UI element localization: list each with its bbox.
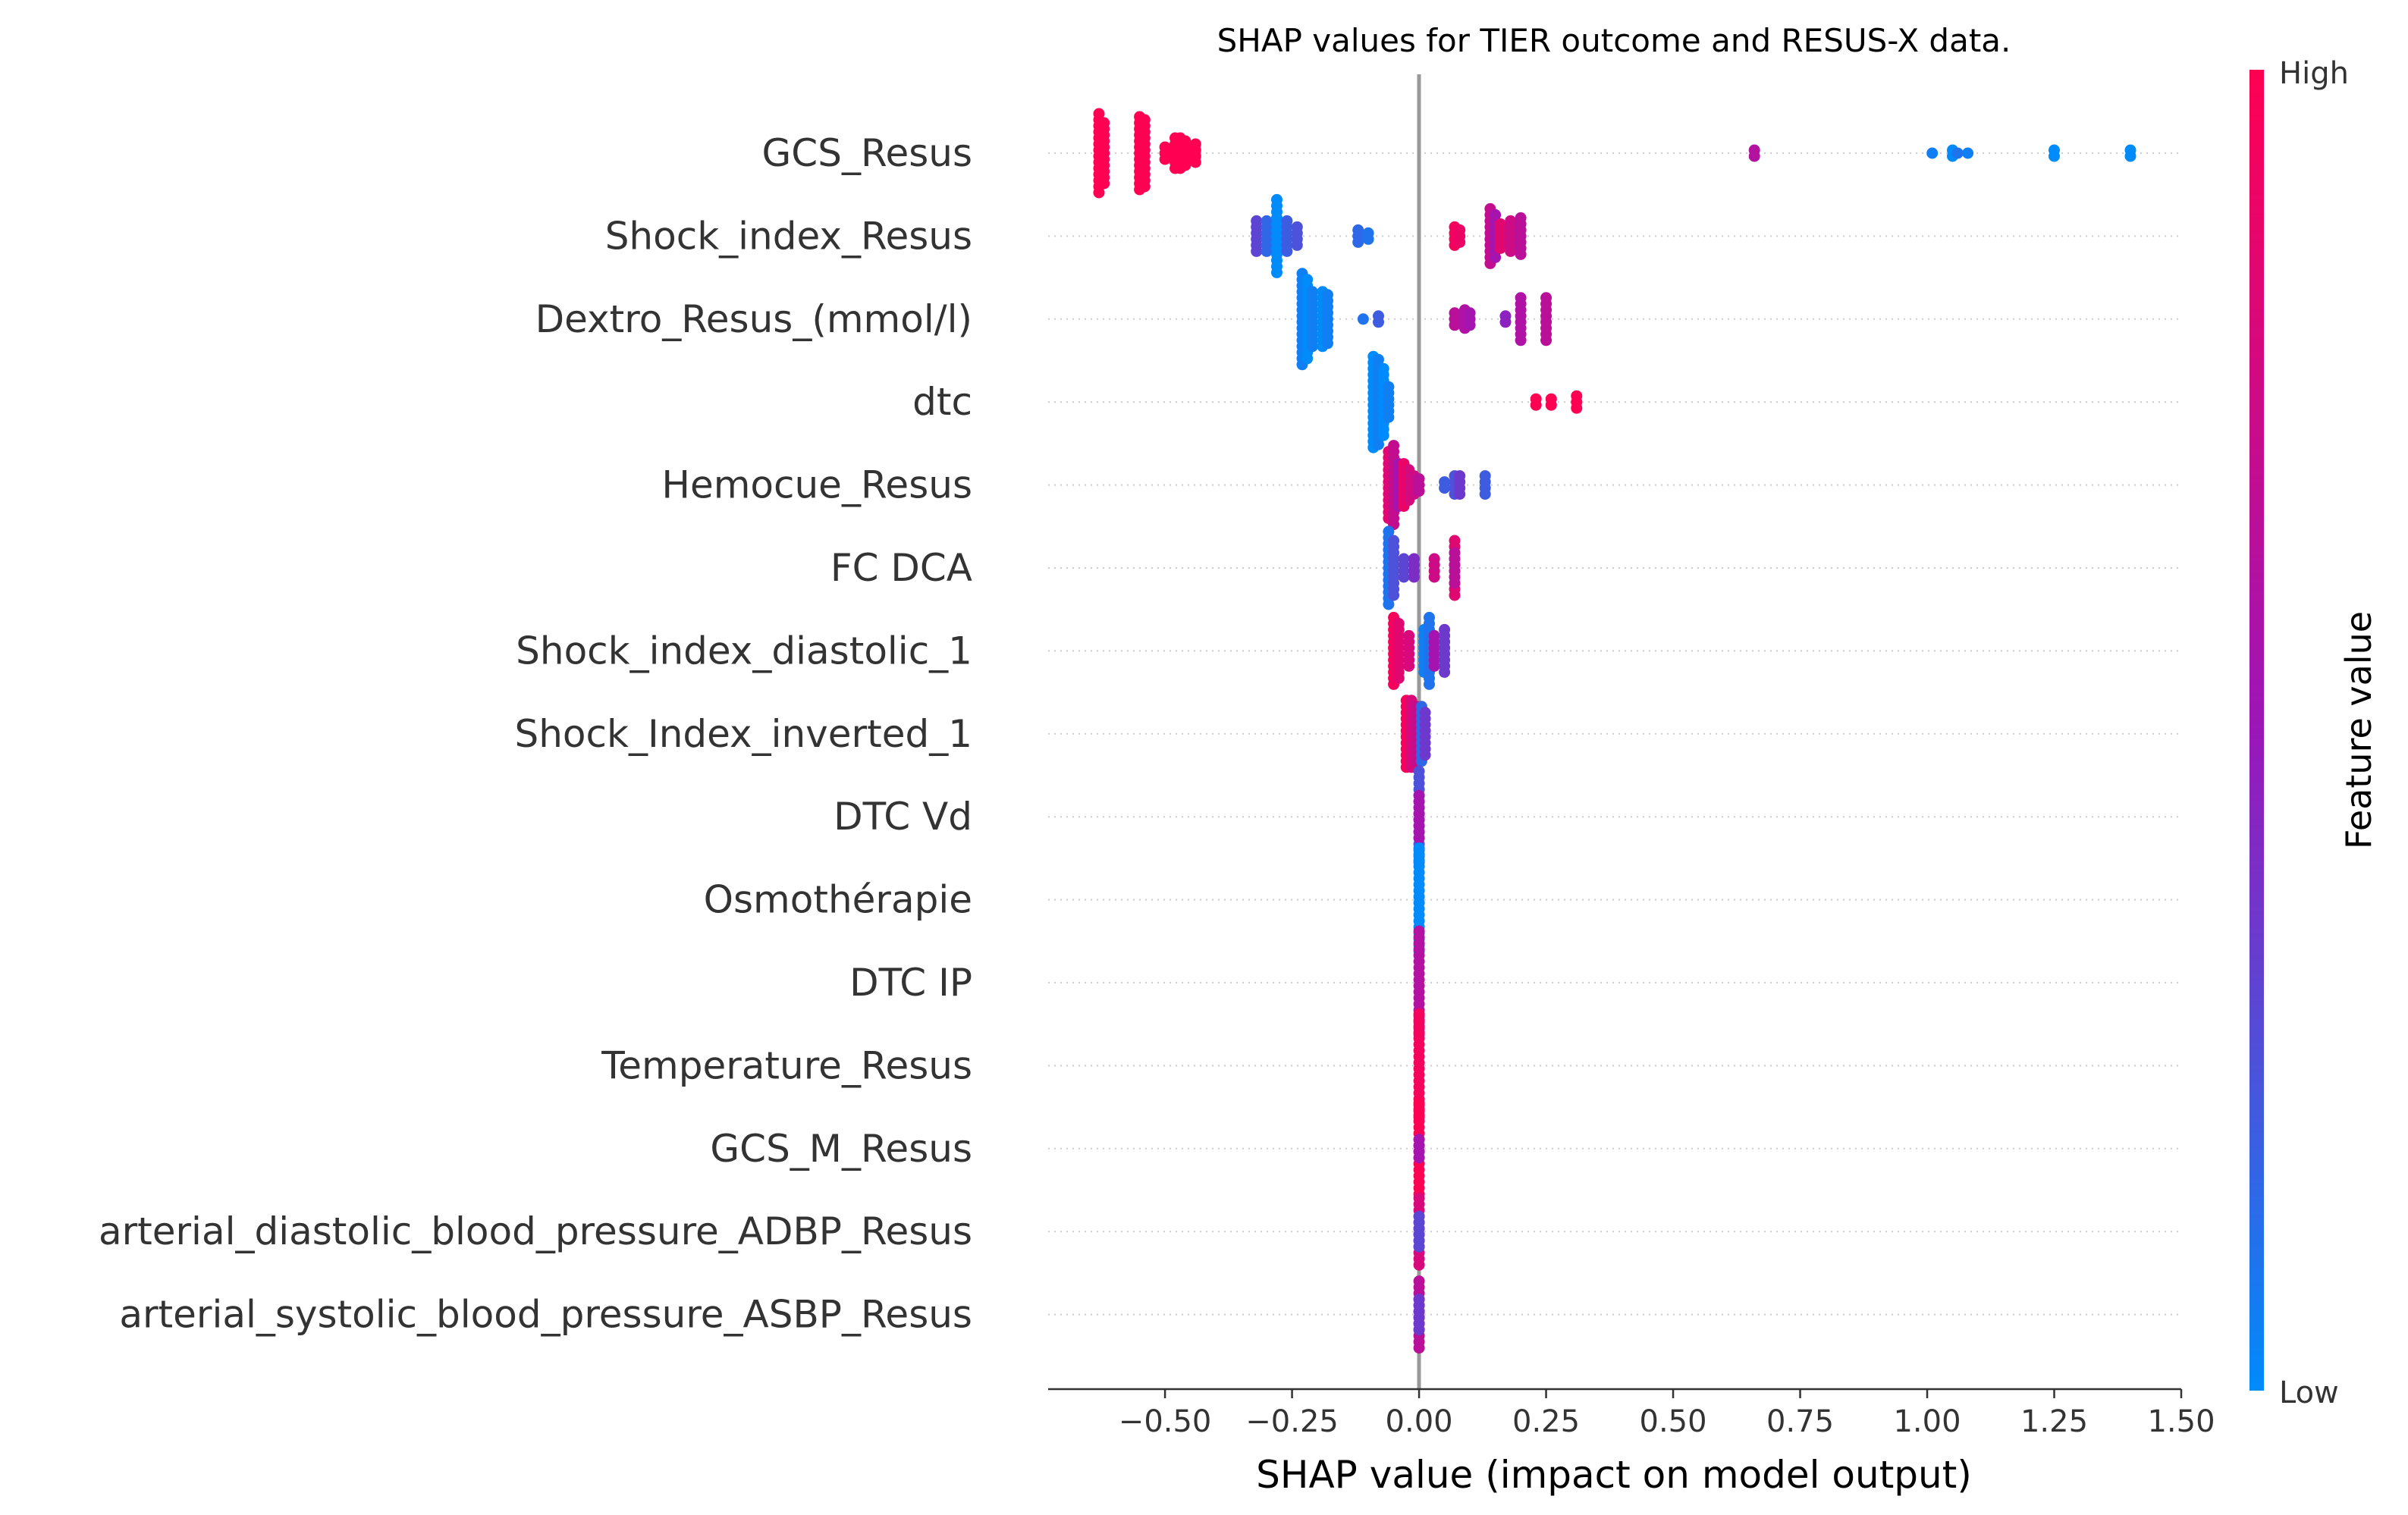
- shap-point: [1383, 411, 1395, 423]
- feature-label: Shock_index_Resus: [605, 214, 972, 258]
- shap-point: [1449, 319, 1461, 331]
- shap-point: [1093, 187, 1105, 199]
- x-axis-ticks: −0.50 −0.25 0.00 0.25 0.50 0.75 1.00 1.25 1.50: [1119, 1389, 2215, 1439]
- feature-label: GCS_Resus: [762, 131, 972, 175]
- feature-label: arterial_diastolic_blood_pressure_ADBP_R…: [99, 1209, 972, 1253]
- shap-point: [1189, 156, 1201, 168]
- feature-label: Hemocue_Resus: [661, 463, 972, 507]
- shap-point: [1439, 482, 1451, 494]
- feature-label: Temperature_Resus: [601, 1043, 972, 1087]
- feature-labels: GCS_Resus Shock_index_Resus Dextro_Resus_(…: [99, 131, 972, 1337]
- shap-point: [1571, 402, 1583, 414]
- shap-point: [1454, 236, 1466, 248]
- shap-point: [1449, 589, 1461, 601]
- shap-point: [2049, 150, 2060, 162]
- x-axis-label: SHAP value (impact on model output): [1256, 1453, 1972, 1497]
- shap-point: [1373, 438, 1384, 450]
- shap-point: [1428, 660, 1440, 672]
- shap-point: [1439, 666, 1451, 678]
- shap-point: [1408, 571, 1420, 583]
- colorbar-high-label: High: [2279, 56, 2349, 91]
- feature-label: Shock_index_diastolic_1: [516, 629, 972, 673]
- feature-label: Dextro_Resus_(mmol/l): [535, 297, 972, 341]
- shap-point: [1499, 316, 1512, 328]
- shap-point: [1413, 1241, 1425, 1253]
- shap-point: [1251, 245, 1263, 257]
- shap-point: [1322, 337, 1333, 350]
- shap-point: [1449, 577, 1461, 589]
- shap-point: [1398, 571, 1410, 583]
- shap-point: [1454, 488, 1466, 500]
- shap-point: [1464, 319, 1476, 331]
- feature-label: FC DCA: [830, 546, 972, 590]
- shap-point: [1357, 313, 1369, 325]
- colorbar-gradient: [2249, 70, 2264, 1391]
- feature-label: DTC IP: [849, 961, 972, 1005]
- shap-point: [1413, 1152, 1425, 1164]
- x-tick-label: 0.00: [1386, 1404, 1453, 1439]
- feature-label: dtc: [912, 380, 972, 424]
- shap-point: [1951, 147, 1964, 159]
- row-gridlines: [1048, 152, 2181, 1316]
- feature-label: DTC Vd: [834, 795, 972, 839]
- shap-points: [1093, 108, 2136, 1354]
- shap-point: [1291, 239, 1303, 251]
- shap-point: [1352, 236, 1364, 248]
- shap-point: [1926, 147, 1939, 159]
- shap-point: [1419, 749, 1431, 761]
- shap-point: [1281, 245, 1293, 257]
- shap-point: [1413, 485, 1425, 497]
- shap-point: [1428, 571, 1440, 583]
- shap-point: [1505, 245, 1517, 257]
- feature-label: Osmothérapie: [704, 878, 972, 922]
- shap-point: [1138, 180, 1151, 193]
- shap-point: [1179, 159, 1191, 171]
- colorbar: High Low Feature value: [2249, 56, 2379, 1410]
- shap-point: [1424, 678, 1435, 690]
- feature-label: Shock_Index_inverted_1: [514, 712, 972, 756]
- x-tick-label: 1.25: [2020, 1404, 2088, 1439]
- shap-point: [1515, 248, 1527, 260]
- x-tick-label: −0.50: [1119, 1404, 1212, 1439]
- shap-point: [1306, 340, 1318, 353]
- x-tick-label: 0.25: [1512, 1404, 1580, 1439]
- shap-point: [1962, 147, 1974, 159]
- shap-point: [1413, 1259, 1425, 1271]
- shap-point: [1413, 1324, 1425, 1336]
- feature-label: arterial_systolic_blood_pressure_ASBP_Re…: [119, 1293, 972, 1337]
- shap-point: [1530, 399, 1542, 411]
- chart-title: SHAP values for TIER outcome and RESUS-X…: [1217, 22, 2011, 59]
- feature-label: GCS_M_Resus: [710, 1127, 972, 1171]
- shap-point: [1098, 177, 1110, 190]
- shap-point: [1413, 1342, 1425, 1354]
- x-tick-label: 0.75: [1766, 1404, 1834, 1439]
- shap-point: [1545, 399, 1557, 411]
- x-tick-label: 1.50: [2147, 1404, 2215, 1439]
- shap-point: [1479, 488, 1491, 500]
- shap-point: [1261, 245, 1273, 257]
- shap-point: [1540, 334, 1552, 347]
- shap-point: [1159, 153, 1171, 165]
- shap-point: [1403, 660, 1415, 672]
- colorbar-title: Feature value: [2338, 611, 2379, 849]
- shap-point: [1388, 589, 1400, 601]
- x-tick-label: 0.50: [1640, 1404, 1707, 1439]
- shap-point: [2124, 150, 2136, 162]
- shap-point: [1362, 233, 1374, 245]
- shap-point: [1271, 266, 1282, 278]
- shap-point: [1494, 242, 1506, 254]
- shap-point: [1383, 598, 1395, 610]
- x-tick-label: −0.25: [1245, 1404, 1339, 1439]
- x-tick-label: 1.00: [1893, 1404, 1961, 1439]
- shap-point: [1392, 672, 1405, 684]
- shap-point: [1413, 832, 1425, 844]
- shap-point: [1301, 353, 1314, 365]
- shap-point: [1490, 251, 1502, 263]
- colorbar-low-label: Low: [2279, 1375, 2339, 1410]
- shap-point: [1377, 429, 1389, 441]
- shap-point: [1373, 316, 1384, 328]
- shap-point: [1515, 334, 1527, 347]
- shap-point: [1748, 150, 1760, 162]
